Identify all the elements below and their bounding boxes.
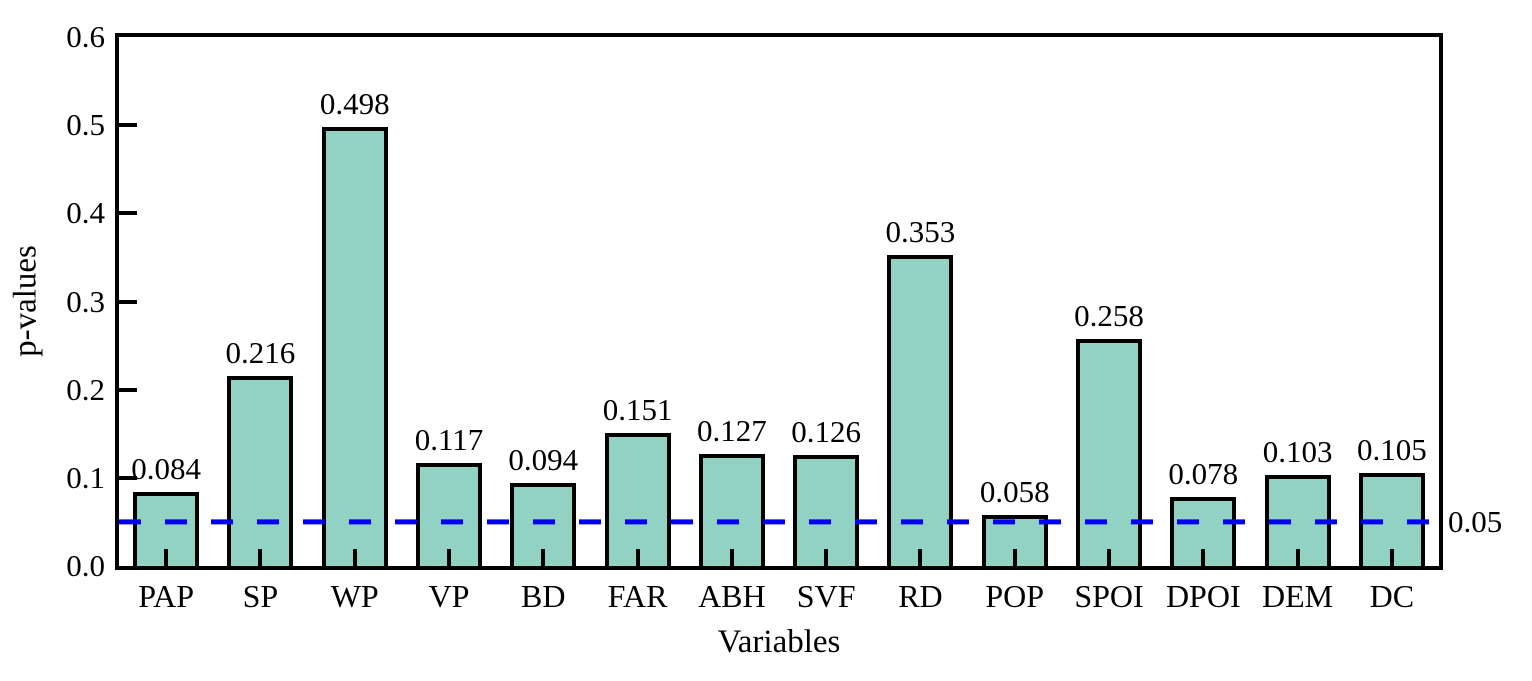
x-category-label: POP [985, 578, 1045, 614]
plot-area: 0.084 PAP 0.216 SP 0.498 WP 0.117 VP 0.094 BD 0.15… [66, 19, 1502, 614]
x-axis-tick [1012, 549, 1017, 566]
x-axis-tick [824, 549, 829, 566]
y-axis-tick [119, 299, 137, 304]
bar-value-label: 0.103 [1262, 434, 1333, 469]
bar-value-label: 0.105 [1356, 432, 1427, 467]
bar-value-label: 0.258 [1074, 298, 1144, 333]
bar [698, 454, 765, 566]
x-axis-tick [1107, 549, 1111, 566]
x-axis-tick [541, 549, 546, 566]
y-tick-label: 0.0 [66, 548, 105, 583]
x-category-label: SP [242, 578, 279, 614]
x-category-label: PAP [138, 578, 195, 614]
y-tick-label: 0.3 [66, 283, 105, 319]
x-axis-tick [447, 549, 451, 566]
x-category-label: RD [898, 578, 943, 614]
bar-value-label: 0.216 [225, 335, 296, 370]
bar-value-label: 0.084 [131, 451, 202, 486]
bar-value-label: 0.094 [508, 442, 579, 477]
x-axis-tick [635, 549, 640, 566]
x-category-label: FAR [607, 578, 668, 614]
bar-value-label: 0.126 [791, 414, 862, 449]
threshold-line-layer [119, 519, 1439, 525]
y-axis-tick [119, 475, 137, 480]
bar-value-label: 0.078 [1168, 456, 1239, 491]
threshold-label: 0.05 [1448, 503, 1503, 539]
plot-border [115, 33, 1443, 570]
bar [793, 455, 860, 566]
x-axis-tick [1295, 549, 1300, 566]
bar [321, 127, 388, 566]
x-axis-tick [352, 549, 357, 566]
bar [227, 376, 294, 566]
bar-value-label: 0.498 [319, 86, 390, 121]
y-tick-label: 0.5 [66, 107, 105, 143]
x-axis-tick [1201, 549, 1206, 566]
bar [1076, 339, 1142, 566]
x-axis-tick [164, 549, 169, 566]
x-category-label: DC [1369, 578, 1415, 614]
y-tick-label: 0.4 [66, 195, 105, 231]
x-axis-title: Variables [717, 624, 841, 660]
bar-value-label: 0.127 [696, 413, 767, 448]
x-category-label: DEM [1262, 578, 1334, 614]
y-axis-tick [119, 123, 137, 128]
y-tick-label: 0.1 [66, 459, 105, 495]
bar [604, 433, 671, 566]
x-axis-tick [1389, 549, 1394, 566]
y-tick-label: 0.6 [66, 19, 105, 54]
x-category-label: WP [330, 578, 379, 614]
x-category-label: VP [428, 578, 470, 614]
x-category-label: ABH [698, 578, 766, 614]
y-tick-label: 0.2 [66, 371, 105, 407]
y-axis-tick [119, 211, 137, 216]
x-category-label: SPOI [1074, 578, 1144, 614]
bar-value-label: 0.058 [979, 474, 1050, 509]
bar-value-label: 0.151 [602, 392, 673, 427]
bar [887, 255, 954, 566]
bar [416, 463, 482, 566]
x-axis-tick [729, 549, 734, 566]
bar-value-label: 0.353 [885, 214, 956, 249]
bar-value-label: 0.117 [414, 422, 484, 457]
x-category-label: BD [521, 578, 566, 614]
x-category-label: SVF [796, 578, 856, 614]
x-category-label: DPOI [1165, 578, 1241, 614]
x-axis-tick [918, 549, 923, 566]
x-axis-tick [258, 549, 263, 566]
y-axis-tick [119, 387, 137, 392]
